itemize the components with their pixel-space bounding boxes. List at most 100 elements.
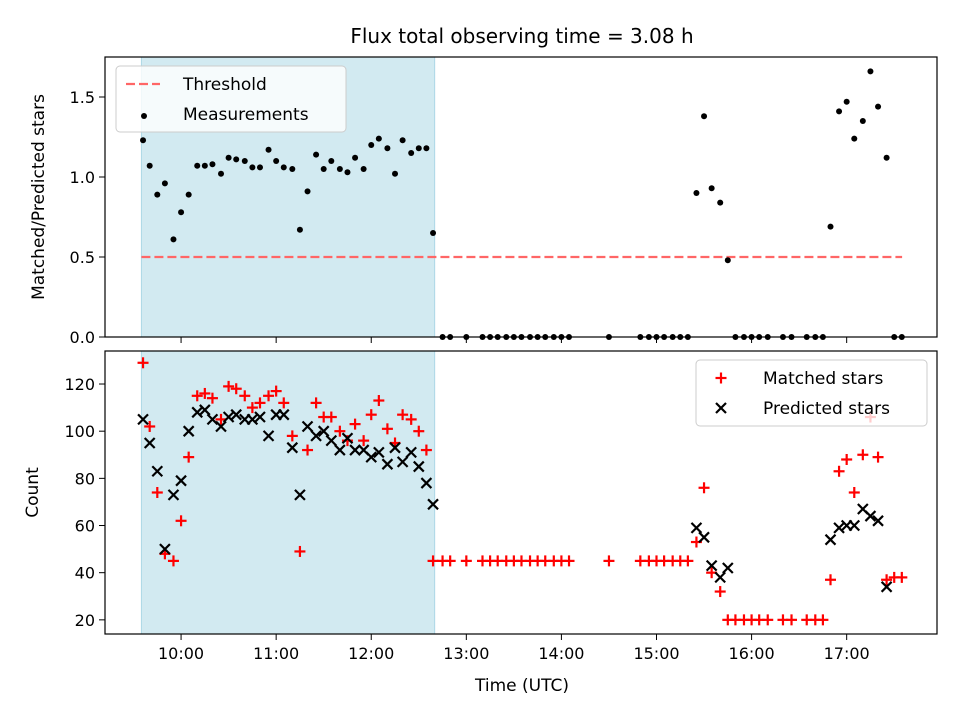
predicted-star-point (420, 477, 433, 489)
matched-star-point (841, 453, 853, 465)
measurement-point (368, 142, 375, 148)
predicted-star-point (413, 460, 425, 473)
matched-star-point (682, 555, 694, 567)
x-axis-label: Time (UTC) (474, 676, 569, 696)
matched-star-point (381, 423, 393, 435)
matched-star-point (199, 387, 211, 399)
matched-star-point (698, 482, 710, 494)
measurement-point (708, 185, 715, 192)
legend-box (695, 359, 928, 427)
predicted-star-point (262, 430, 275, 442)
predicted-star-point (175, 474, 187, 487)
measurement-point (178, 209, 185, 216)
predicted-star-point (301, 420, 314, 433)
measurement-point (883, 154, 890, 161)
matched-star-point (397, 409, 409, 421)
y-tick-label: 1.0 (70, 168, 95, 187)
matched-star-point (144, 420, 156, 432)
matched-star-point (246, 402, 258, 414)
predicted-star-point (199, 404, 211, 416)
measurement-point (328, 158, 335, 164)
matched-star-point (786, 614, 798, 626)
measurement-point (415, 145, 422, 152)
measurement-point (724, 257, 731, 264)
predicted-star-point (824, 533, 837, 546)
predicted-star-point (325, 434, 338, 447)
x-tick-label: 11:00 (253, 644, 299, 663)
predicted-star-point (396, 456, 409, 468)
matched-star-point (286, 430, 298, 442)
predicted-star-point (880, 581, 893, 593)
plot-area-unclipped (140, 68, 905, 340)
predicted-star-point (872, 515, 884, 527)
y-tick-label: 40 (75, 564, 95, 583)
x-tick-label: 13:00 (443, 644, 489, 663)
predicted-star-point (230, 408, 242, 421)
matched-star-point (358, 435, 370, 447)
legend-predicted-swatch (715, 402, 727, 414)
matched-star-point (310, 397, 322, 409)
y-tick-label: 0.0 (70, 328, 95, 347)
measurement-point (140, 137, 147, 144)
matched-star-point (817, 614, 829, 626)
matched-star-point (349, 418, 361, 430)
measurement-point (304, 188, 311, 195)
predicted-star-point (389, 441, 401, 454)
predicted-star-point (277, 408, 290, 421)
matched-star-point (325, 411, 337, 423)
axes-frame (104, 350, 938, 635)
predicted-star-point (334, 444, 346, 456)
matched-star-point (151, 487, 163, 498)
measurement-point (265, 146, 272, 153)
measurement-point (859, 118, 866, 124)
measurement-point (161, 180, 168, 187)
predicted-star-point (143, 437, 156, 449)
matched-star-point (334, 425, 346, 437)
measurement-point (233, 156, 240, 163)
matched-star-point (405, 413, 417, 425)
legend-label: Threshold (182, 75, 267, 95)
measurement-point (851, 135, 858, 142)
measurement-point (360, 166, 367, 172)
matched-star-point (896, 571, 908, 583)
matched-star-point (239, 390, 251, 402)
axes-frame (104, 56, 938, 338)
measurement-point (225, 154, 232, 161)
x-tick-label: 12:00 (348, 644, 394, 663)
matched-star-point (413, 425, 425, 437)
measurement-point (399, 137, 406, 144)
measurement-point (256, 164, 263, 171)
top-panel: 0.0 0.5 1.0 1.5 Matched/Predicted stars Thres… (29, 56, 938, 347)
matched-star-point (825, 574, 837, 586)
predicted-star-point (698, 531, 710, 544)
measurement-point (194, 162, 201, 169)
predicted-star-point (159, 543, 171, 555)
matched-star-point (223, 380, 235, 392)
predicted-star-point (317, 425, 330, 437)
y-tick-label: 1.5 (70, 88, 95, 107)
matched-star-point (302, 444, 314, 456)
measurement-point (289, 166, 296, 172)
plot-area (137, 357, 908, 626)
measurement-point (430, 230, 437, 236)
predicted-star-point (310, 430, 322, 442)
matched-star-point (137, 357, 149, 369)
legend-box (115, 65, 347, 133)
matched-star-point (881, 574, 893, 586)
measurement-point (241, 158, 248, 164)
measurement-point (827, 223, 834, 230)
measurement-point (836, 108, 843, 115)
matched-star-point (420, 444, 432, 456)
measurement-point (392, 170, 399, 177)
predicted-star-point (381, 458, 394, 470)
x-tick-label: 15:00 (633, 644, 679, 663)
predicted-star-point (182, 425, 195, 437)
bottom-panel: 20 40 60 80 100 120 10:00 11:00 12:00 13:00 14:00 1… (23, 350, 938, 663)
x-tick-label: 10:00 (158, 644, 204, 663)
measurement-point (423, 145, 430, 152)
predicted-star-point (714, 571, 726, 584)
predicted-star-point (286, 441, 299, 454)
matched-star-point (857, 449, 869, 461)
measurement-point (336, 166, 343, 172)
measurement-point (717, 199, 724, 206)
